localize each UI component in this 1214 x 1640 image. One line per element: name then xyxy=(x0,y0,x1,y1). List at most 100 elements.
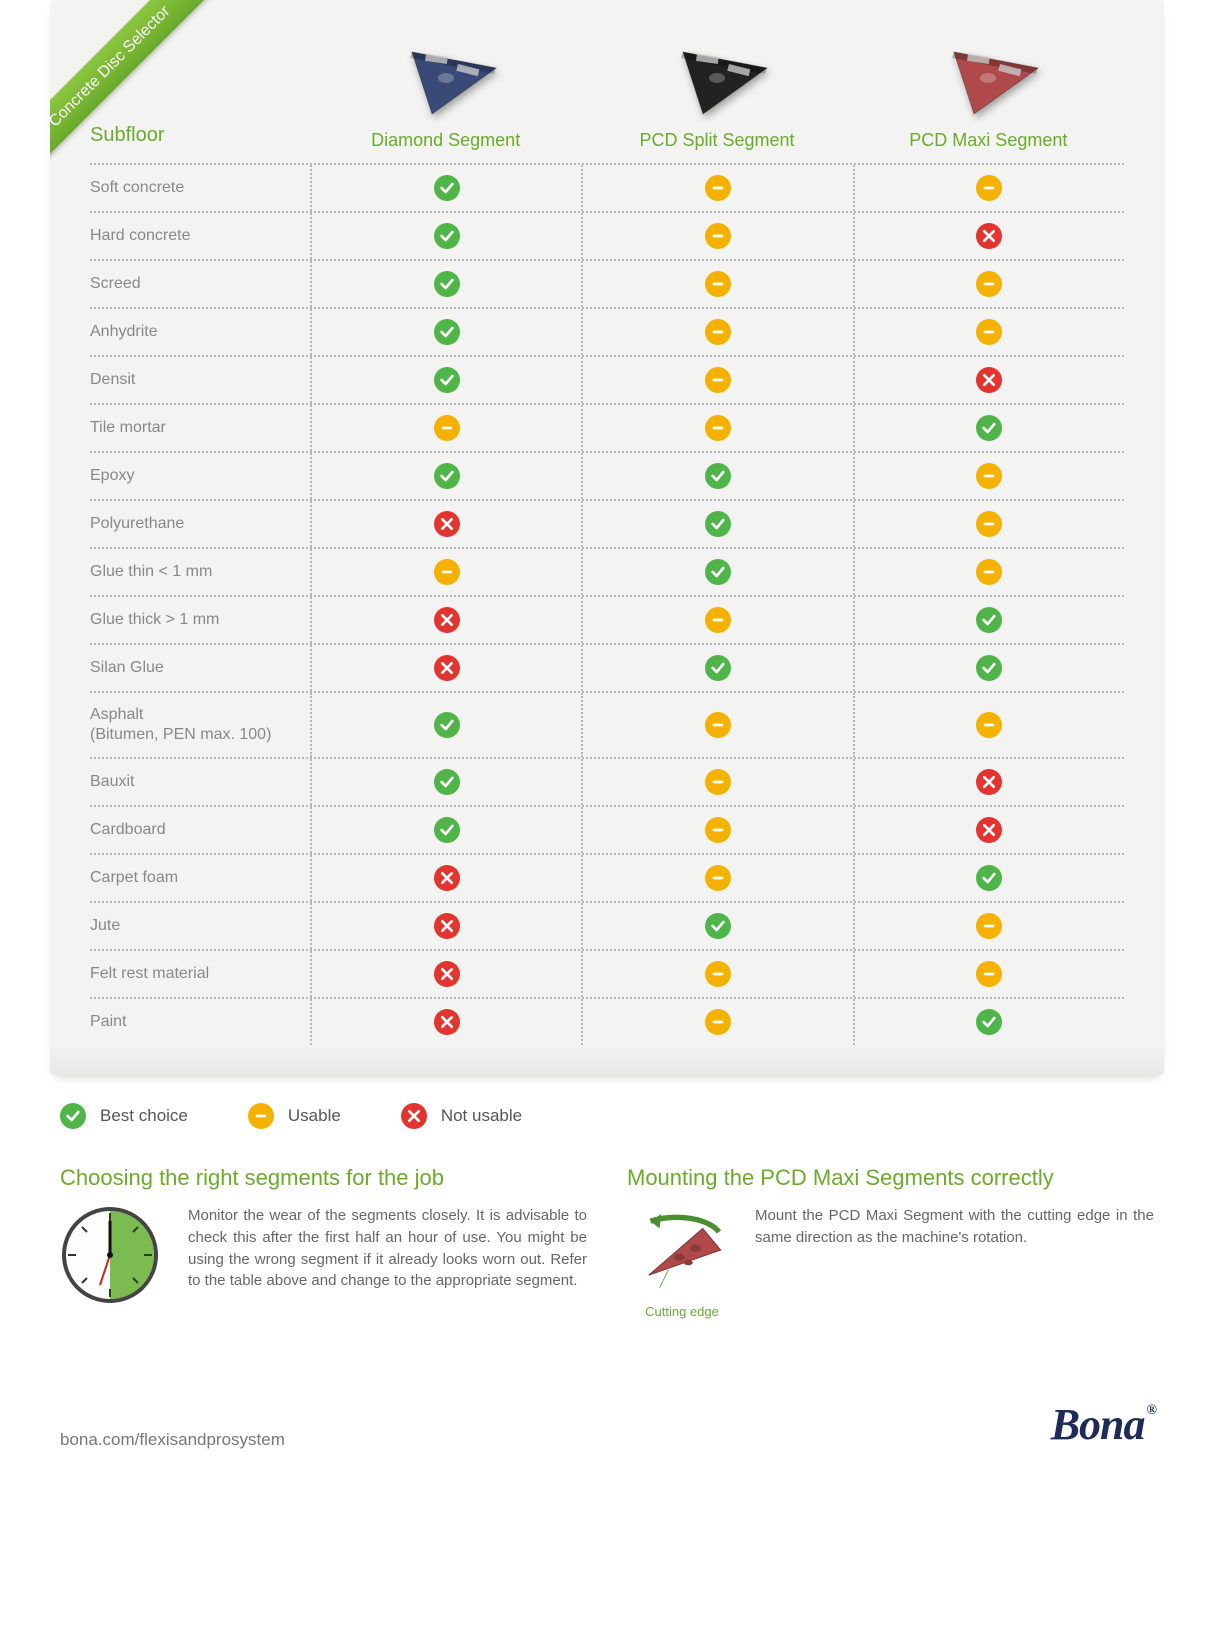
value-cell xyxy=(853,165,1124,211)
value-cell xyxy=(853,309,1124,355)
x-icon xyxy=(976,223,1002,249)
value-cell xyxy=(310,357,581,403)
table-row: Cardboard xyxy=(90,805,1124,853)
table-row: Silan Glue xyxy=(90,643,1124,691)
minus-icon xyxy=(705,1009,731,1035)
value-cell xyxy=(310,807,581,853)
check-icon xyxy=(434,223,460,249)
check-icon xyxy=(976,415,1002,441)
value-cell xyxy=(310,597,581,643)
value-cell xyxy=(581,501,852,547)
value-cell xyxy=(310,501,581,547)
legend-usable: Usable xyxy=(248,1103,341,1129)
value-cell xyxy=(853,597,1124,643)
table-row: Jute xyxy=(90,901,1124,949)
table-row: Glue thin < 1 mm xyxy=(90,547,1124,595)
value-cell xyxy=(310,999,581,1045)
disc-icon xyxy=(581,30,852,120)
check-icon xyxy=(434,271,460,297)
table-row: Epoxy xyxy=(90,451,1124,499)
subfloor-cell: Tile mortar xyxy=(90,406,310,450)
legend: Best choice Usable Not usable xyxy=(50,1103,1164,1165)
table-row: Carpet foam xyxy=(90,853,1124,901)
table-row: Tile mortar xyxy=(90,403,1124,451)
value-cell xyxy=(310,213,581,259)
minus-icon xyxy=(976,913,1002,939)
value-cell xyxy=(310,951,581,997)
value-cell xyxy=(853,453,1124,499)
column-header: Diamond Segment xyxy=(310,30,581,151)
info-right-text: Mount the PCD Maxi Segment with the cutt… xyxy=(755,1205,1154,1319)
minus-icon xyxy=(248,1103,274,1129)
value-cell xyxy=(310,903,581,949)
check-icon xyxy=(705,913,731,939)
table-row: Felt rest material xyxy=(90,949,1124,997)
value-cell xyxy=(581,645,852,691)
legend-usable-label: Usable xyxy=(288,1106,341,1126)
x-icon xyxy=(434,913,460,939)
cutting-edge-label: Cutting edge xyxy=(627,1304,737,1319)
info-left-heading: Choosing the right segments for the job xyxy=(60,1165,587,1191)
footer-url: bona.com/flexisandprosystem xyxy=(60,1430,285,1450)
value-cell xyxy=(853,645,1124,691)
value-cell xyxy=(581,405,852,451)
selector-card: Concrete Disc Selector Subfloor Diamond … xyxy=(50,0,1164,1075)
subfloor-cell: Hard concrete xyxy=(90,214,310,258)
column-header: PCD Split Segment xyxy=(581,30,852,151)
check-icon xyxy=(434,175,460,201)
value-cell xyxy=(853,357,1124,403)
info-left-text: Monitor the wear of the segments closely… xyxy=(188,1205,587,1310)
value-cell xyxy=(310,693,581,757)
info-grid: Choosing the right segments for the job xyxy=(50,1165,1164,1319)
check-icon xyxy=(434,319,460,345)
value-cell xyxy=(853,759,1124,805)
table-header-row: Subfloor Diamond Segment PCD Split Segme… xyxy=(90,30,1124,163)
check-icon xyxy=(434,463,460,489)
minus-icon xyxy=(976,319,1002,345)
column-label: PCD Maxi Segment xyxy=(853,130,1124,151)
minus-icon xyxy=(705,223,731,249)
info-right-heading: Mounting the PCD Maxi Segments correctly xyxy=(627,1165,1154,1191)
subfloor-cell: Polyurethane xyxy=(90,502,310,546)
value-cell xyxy=(581,309,852,355)
column-header: PCD Maxi Segment xyxy=(853,30,1124,151)
value-cell xyxy=(853,213,1124,259)
value-cell xyxy=(581,759,852,805)
subfloor-cell: Silan Glue xyxy=(90,646,310,690)
value-cell xyxy=(853,855,1124,901)
x-icon xyxy=(976,769,1002,795)
table-row: Screed xyxy=(90,259,1124,307)
legend-best-label: Best choice xyxy=(100,1106,188,1126)
subfloor-cell: Paint xyxy=(90,1000,310,1044)
minus-icon xyxy=(976,559,1002,585)
legend-no-label: Not usable xyxy=(441,1106,522,1126)
table-row: Anhydrite xyxy=(90,307,1124,355)
value-cell xyxy=(581,357,852,403)
value-cell xyxy=(310,855,581,901)
value-cell xyxy=(310,309,581,355)
subfloor-cell: Asphalt(Bitumen, PEN max. 100) xyxy=(90,693,310,757)
table-row: Hard concrete xyxy=(90,211,1124,259)
footer: bona.com/flexisandprosystem Bona® xyxy=(50,1319,1164,1450)
subfloor-cell: Epoxy xyxy=(90,454,310,498)
subfloor-cell: Soft concrete xyxy=(90,166,310,210)
check-icon xyxy=(434,712,460,738)
column-label: PCD Split Segment xyxy=(581,130,852,151)
check-icon xyxy=(705,655,731,681)
value-cell xyxy=(853,549,1124,595)
value-cell xyxy=(581,693,852,757)
x-icon xyxy=(434,607,460,633)
minus-icon xyxy=(705,175,731,201)
table-row: Densit xyxy=(90,355,1124,403)
check-icon xyxy=(976,865,1002,891)
minus-icon xyxy=(705,367,731,393)
value-cell xyxy=(853,951,1124,997)
check-icon xyxy=(705,559,731,585)
check-icon xyxy=(976,1009,1002,1035)
minus-icon xyxy=(705,712,731,738)
minus-icon xyxy=(976,175,1002,201)
value-cell xyxy=(310,165,581,211)
check-icon xyxy=(705,511,731,537)
x-icon xyxy=(976,367,1002,393)
subfloor-cell: Screed xyxy=(90,262,310,306)
